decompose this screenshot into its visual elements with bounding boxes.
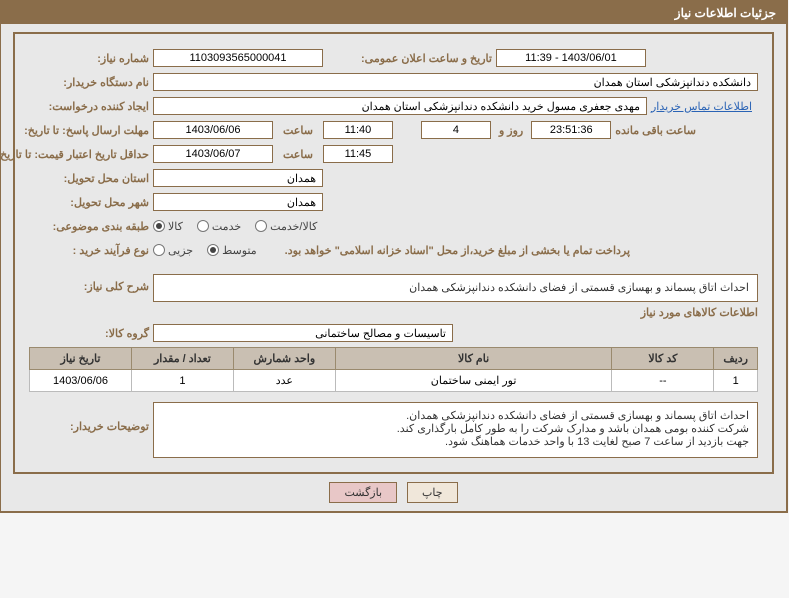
- table-header: واحد شمارش: [234, 348, 336, 370]
- treasury-note: پرداخت تمام یا بخشی از مبلغ خرید،از محل …: [286, 244, 631, 257]
- radio-icon: [198, 220, 210, 232]
- radio-icon: [154, 220, 166, 232]
- radio-label: خدمت: [213, 220, 242, 233]
- radio-label: جزیی: [169, 244, 194, 257]
- label-overall-desc: شرح کلی نیاز:: [30, 274, 150, 293]
- value-overall-desc: احداث اتاق پسماند و بهسازی قسمتی از فضای…: [154, 274, 759, 302]
- label-requester: ایجاد کننده درخواست:: [30, 100, 150, 113]
- table-cell: تور ایمنی ساختمان: [336, 370, 613, 392]
- purchase-process-option[interactable]: جزیی: [154, 244, 194, 257]
- value-validity-time: 11:45: [324, 145, 394, 163]
- value-validity-date: 1403/06/07: [154, 145, 274, 163]
- value-reply-time: 11:40: [324, 121, 394, 139]
- value-announce-datetime: 1403/06/01 - 11:39: [497, 49, 647, 67]
- table-header: تعداد / مقدار: [132, 348, 234, 370]
- value-delivery-province: همدان: [154, 169, 324, 187]
- value-buyer-org: دانشکده دندانپزشکی استان همدان: [154, 73, 759, 91]
- table-header: تاریخ نیاز: [31, 348, 133, 370]
- radio-group-category: کالا خدمت کالا/خدمت: [154, 220, 318, 233]
- table-header: ردیف: [715, 348, 759, 370]
- label-hour-1: ساعت: [284, 124, 314, 137]
- link-buyer-contact[interactable]: اطلاعات تماس خریدار: [652, 100, 753, 113]
- value-time-left: 23:51:36: [532, 121, 612, 139]
- table-cell: عدد: [234, 370, 336, 392]
- value-buyer-notes: احداث اتاق پسماند و بهسازی قسمتی از فضای…: [154, 402, 759, 458]
- value-need-no: 1103093565000041: [154, 49, 324, 67]
- label-delivery-city: شهر محل تحویل:: [30, 196, 150, 209]
- value-delivery-city: همدان: [154, 193, 324, 211]
- table-cell: 1: [715, 370, 759, 392]
- back-button[interactable]: بازگشت: [330, 482, 398, 503]
- inner-box: شماره نیاز: 1103093565000041 تاریخ و ساع…: [14, 32, 775, 474]
- label-time-remaining: ساعت باقی مانده: [616, 124, 697, 137]
- radio-group-purchase: جزیی متوسط: [154, 244, 258, 257]
- table-header: نام کالا: [336, 348, 613, 370]
- label-validity: حداقل تاریخ اعتبار قیمت: تا تاریخ:: [30, 148, 150, 161]
- footer-buttons: چاپ بازگشت: [14, 482, 775, 503]
- purchase-process-option[interactable]: متوسط: [208, 244, 258, 257]
- radio-label: کالا: [169, 220, 184, 233]
- category-option[interactable]: کالا/خدمت: [256, 220, 318, 233]
- label-need-no: شماره نیاز:: [30, 52, 150, 65]
- radio-icon: [208, 244, 220, 256]
- radio-icon: [154, 244, 166, 256]
- label-day-and: روز و: [500, 124, 524, 137]
- radio-label: کالا/خدمت: [271, 220, 318, 233]
- label-buyer-org: نام دستگاه خریدار:: [30, 76, 150, 89]
- label-goods-group: گروه کالا:: [30, 327, 150, 340]
- radio-icon: [256, 220, 268, 232]
- table-row: 1--تور ایمنی ساختمانعدد11403/06/06: [31, 370, 759, 392]
- label-announce-datetime: تاریخ و ساعت اعلان عمومی:: [362, 52, 493, 65]
- label-hour-2: ساعت: [284, 148, 314, 161]
- table-cell: 1403/06/06: [31, 370, 133, 392]
- value-goods-group: تاسیسات و مصالح ساختمانی: [154, 324, 454, 342]
- table-cell: --: [613, 370, 715, 392]
- label-delivery-province: استان محل تحویل:: [30, 172, 150, 185]
- section-goods-info: اطلاعات کالاهای مورد نیاز: [30, 306, 759, 319]
- print-button[interactable]: چاپ: [408, 482, 459, 503]
- panel-title: جزئیات اطلاعات نیاز: [2, 2, 787, 24]
- table-cell: 1: [132, 370, 234, 392]
- label-category: طبقه بندی موضوعی:: [30, 220, 150, 233]
- radio-label: متوسط: [223, 244, 258, 257]
- value-days-left: 4: [422, 121, 492, 139]
- goods-table: ردیفکد کالانام کالاواحد شمارشتعداد / مقد…: [30, 347, 759, 392]
- category-option[interactable]: کالا: [154, 220, 184, 233]
- label-buyer-notes: توضیحات خریدار:: [30, 402, 150, 433]
- value-requester: مهدی جعفری مسول خرید دانشکده دندانپزشکی …: [154, 97, 648, 115]
- label-purchase-process: نوع فرآیند خرید :: [30, 244, 150, 257]
- label-reply-deadline: مهلت ارسال پاسخ: تا تاریخ:: [30, 124, 150, 137]
- table-header: کد کالا: [613, 348, 715, 370]
- category-option[interactable]: خدمت: [198, 220, 242, 233]
- main-panel: جزئیات اطلاعات نیاز شماره نیاز: 11030935…: [0, 0, 789, 513]
- value-reply-date: 1403/06/06: [154, 121, 274, 139]
